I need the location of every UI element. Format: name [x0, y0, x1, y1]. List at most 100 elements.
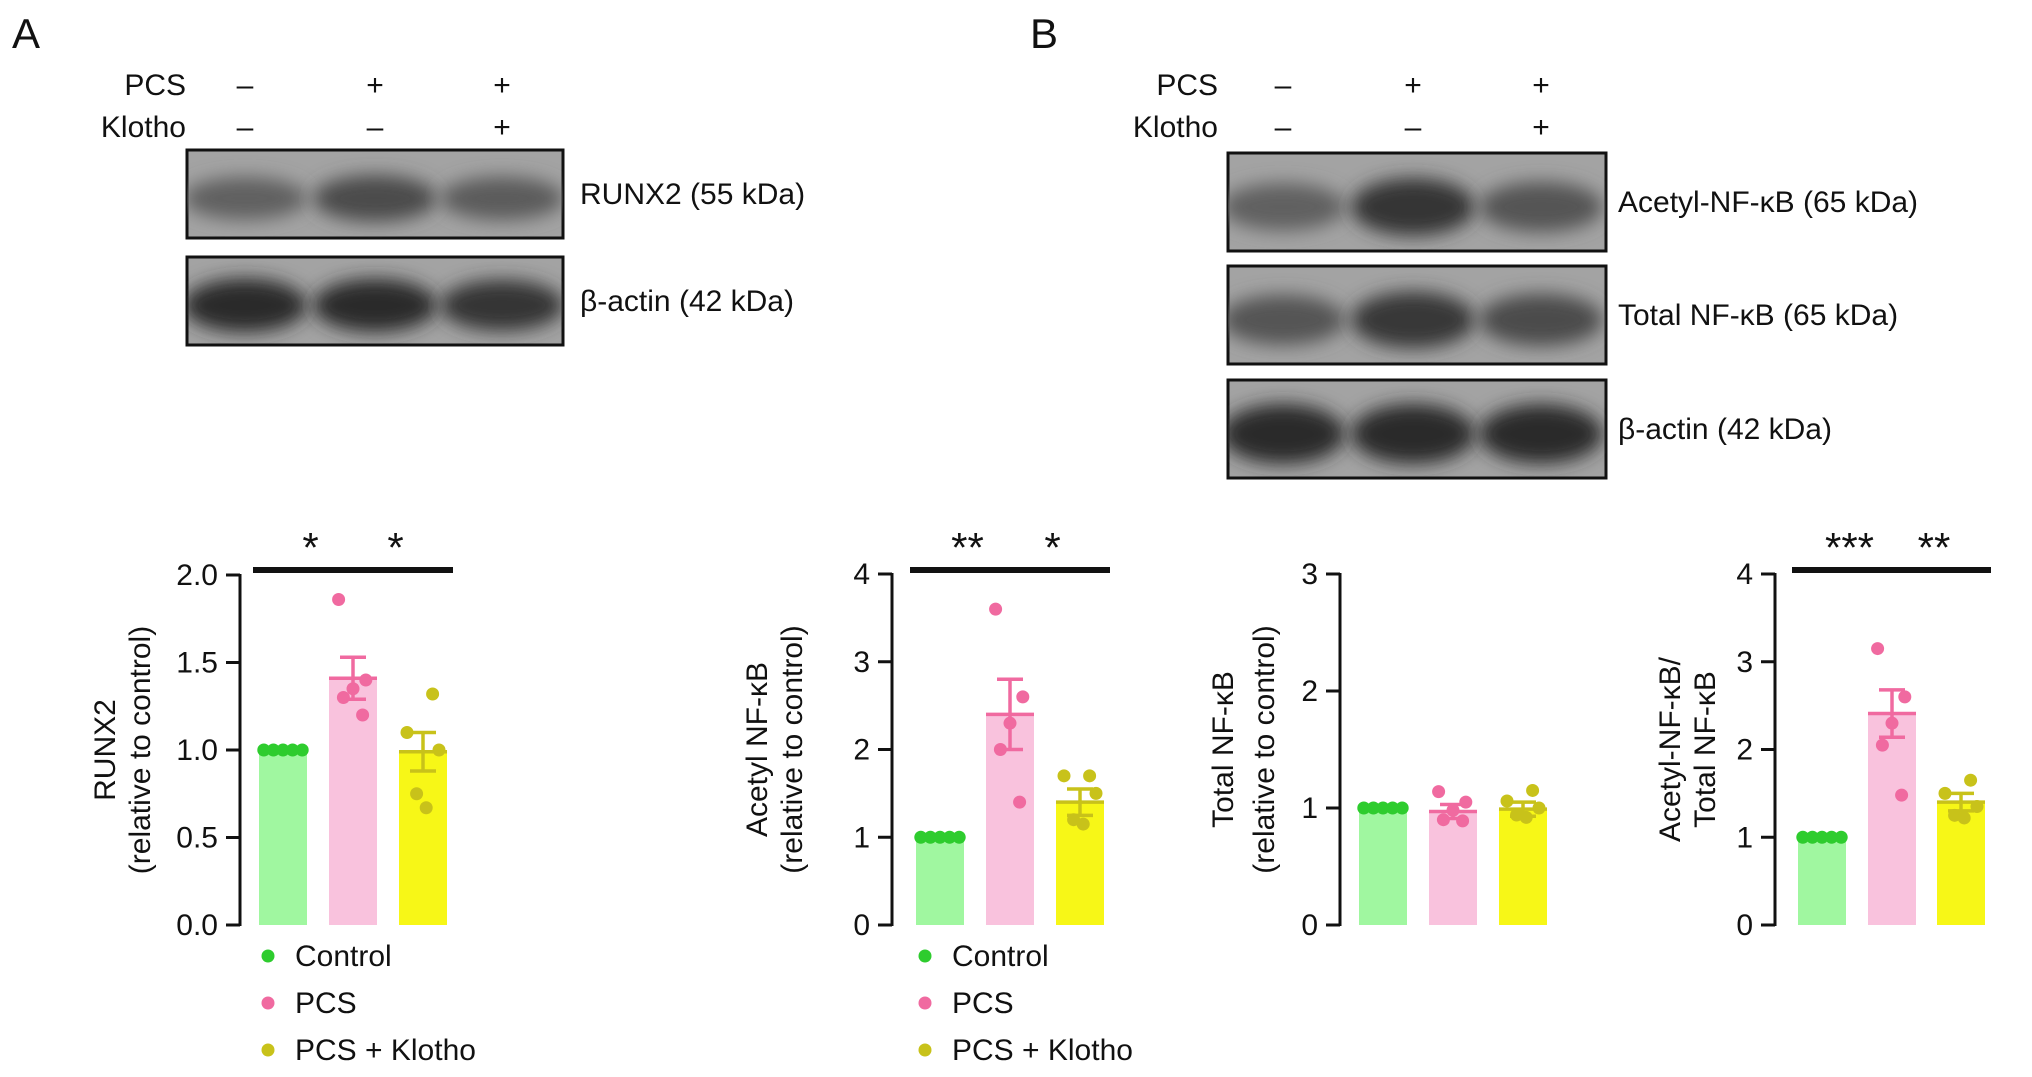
data-point — [286, 743, 300, 757]
blot-band — [440, 279, 563, 332]
data-point — [1089, 786, 1103, 800]
chart-2: 0 1 2 3 Total NF-κB (relative to control) — [1207, 558, 1547, 942]
blot-band — [1351, 178, 1475, 236]
blot-1: Total NF-κB (65 kDa) — [1226, 264, 1898, 366]
y-tick-label: 1 — [1736, 821, 1753, 854]
data-point — [1446, 803, 1460, 817]
data-point — [1500, 794, 1514, 808]
y-tick-label: 4 — [853, 558, 870, 591]
data-point — [410, 787, 424, 801]
condition-label: PCS — [1156, 69, 1218, 102]
blot-band — [1351, 403, 1475, 464]
data-point — [426, 687, 440, 701]
legend-label: Control — [295, 940, 392, 973]
data-point — [419, 801, 433, 815]
data-point — [1057, 769, 1071, 783]
blot-band — [187, 278, 307, 333]
blot-band — [1228, 294, 1345, 346]
significance-label: * — [1044, 524, 1060, 571]
condition-sign: + — [1404, 69, 1422, 102]
significance-label: ** — [1918, 524, 1951, 571]
y-tick-label: 0.5 — [176, 822, 218, 855]
bar-pcs-klotho — [1499, 809, 1547, 925]
y-tick-label: 1.5 — [176, 647, 218, 680]
data-point — [1432, 785, 1446, 799]
blot-band — [313, 278, 437, 333]
y-tick-label: 3 — [1736, 646, 1753, 679]
data-point — [1825, 830, 1839, 844]
data-point — [1796, 830, 1810, 844]
blot-bands — [1228, 178, 1603, 236]
y-axis-label: RUNX2 — [89, 699, 122, 801]
blot-band — [1479, 181, 1603, 233]
significance-label: * — [387, 524, 403, 571]
legend-marker — [918, 949, 932, 963]
y-tick-label: 2 — [1736, 734, 1753, 767]
blot-0: Acetyl-NF-κB (65 kDa) — [1226, 151, 1918, 253]
data-point — [923, 830, 937, 844]
data-point — [1895, 788, 1909, 802]
chart-0: 0.0 0.5 1.0 1.5 2.0 RUNX2 (relative to control… — [89, 524, 476, 1067]
blot-band — [1479, 293, 1603, 347]
blot-label: Acetyl-NF-κB (65 kDa) — [1618, 186, 1918, 219]
data-point — [1532, 801, 1546, 815]
blot-bands — [187, 278, 563, 333]
legend-marker — [261, 996, 275, 1010]
data-point — [1386, 801, 1400, 815]
y-axis-label: (relative to control) — [776, 625, 809, 873]
data-point — [1459, 795, 1473, 809]
data-point — [1964, 773, 1978, 787]
bar-pcs — [1868, 713, 1916, 925]
blot-label: Total NF-κB (65 kDa) — [1618, 299, 1898, 332]
legend-label: PCS + Klotho — [295, 1034, 476, 1067]
y-tick-label: 3 — [853, 646, 870, 679]
data-point — [1834, 830, 1848, 844]
condition-sign: – — [1275, 69, 1292, 102]
y-tick-label: 1 — [1301, 792, 1318, 825]
blot-bands — [187, 174, 563, 222]
legend-marker — [918, 996, 932, 1010]
condition-sign: + — [366, 69, 384, 102]
data-point — [295, 743, 309, 757]
data-point — [1395, 801, 1409, 815]
legend-marker — [261, 1043, 275, 1057]
data-point — [336, 691, 350, 704]
bar-control — [916, 837, 964, 925]
data-point — [1871, 642, 1885, 656]
data-point — [1875, 738, 1889, 752]
bar-control — [259, 750, 307, 925]
data-point — [1970, 800, 1984, 814]
condition-sign: – — [237, 69, 254, 102]
data-point — [952, 830, 966, 844]
data-point — [356, 708, 370, 722]
data-point — [1436, 813, 1450, 827]
blot-label: β-actin (42 kDa) — [580, 285, 794, 318]
y-tick-label: 0 — [853, 909, 870, 942]
condition-label: Klotho — [1133, 111, 1218, 144]
y-axis-label: Total NF-κB — [1689, 671, 1722, 828]
data-point — [1885, 716, 1899, 730]
blot-band — [440, 176, 563, 221]
legend-label: Control — [952, 940, 1049, 973]
data-point — [1898, 690, 1912, 704]
data-point — [432, 743, 446, 757]
data-point — [1366, 801, 1380, 815]
y-axis-label: Total NF-κB — [1207, 671, 1240, 828]
y-tick-label: 2 — [1301, 675, 1318, 708]
condition-label: Klotho — [101, 111, 186, 144]
condition-sign: + — [493, 69, 511, 102]
blot-bands — [1228, 291, 1603, 349]
blot-band — [187, 177, 307, 220]
data-point — [1076, 817, 1090, 831]
data-point — [359, 673, 373, 687]
condition-sign: – — [1275, 111, 1292, 144]
bar-control — [1798, 837, 1846, 925]
data-point — [914, 830, 928, 844]
data-point — [257, 743, 271, 757]
condition-sign: + — [493, 111, 511, 144]
bar-pcs — [1429, 811, 1477, 925]
significance-label: * — [302, 524, 318, 571]
condition-sign: – — [367, 111, 384, 144]
y-tick-label: 3 — [1301, 558, 1318, 591]
y-tick-label: 1 — [853, 821, 870, 854]
